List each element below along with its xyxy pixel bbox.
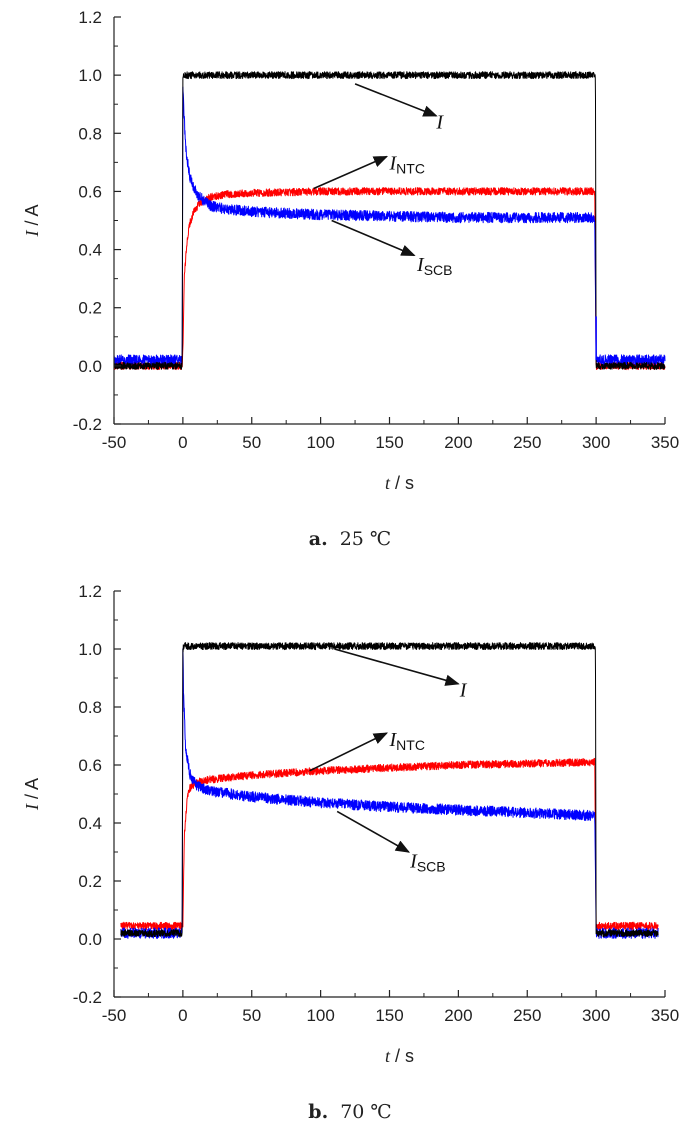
x-tick-label: 300 — [582, 433, 610, 452]
series-line-i-scb — [120, 648, 659, 939]
annotation-arrow — [331, 219, 416, 257]
annotation-label-i: I — [459, 680, 468, 702]
x-tick-label: 100 — [306, 433, 334, 452]
y-axis-title: I / A — [22, 778, 42, 811]
y-tick-label: -0.2 — [73, 988, 102, 1007]
x-tick-label: 0 — [178, 433, 187, 452]
x-tick-label: 150 — [375, 433, 403, 452]
x-tick-label: 250 — [513, 1006, 541, 1025]
y-tick-label: 0.0 — [78, 357, 102, 376]
y-tick-label: 0.2 — [78, 872, 102, 891]
x-axis-title: t / s — [385, 473, 414, 493]
y-tick-label: 1.2 — [78, 8, 102, 27]
y-tick-label: 0.6 — [78, 182, 102, 201]
x-tick-label: 0 — [178, 1006, 187, 1025]
x-tick-label: 200 — [444, 433, 472, 452]
y-axis-title: I / A — [22, 204, 42, 237]
annotation-label-i: I — [435, 112, 444, 134]
series-line-i-scb — [113, 86, 666, 366]
y-tick-label: 0.0 — [78, 930, 102, 949]
y-tick-label: 0.2 — [78, 299, 102, 318]
annotation-arrow — [313, 155, 389, 190]
x-tick-label: 300 — [582, 1006, 610, 1025]
y-tick-label: 0.8 — [78, 698, 102, 717]
annotation-label-scb: ISCB — [416, 254, 452, 278]
x-tick-label: 350 — [651, 1006, 679, 1025]
y-tick-label: 1.0 — [78, 640, 102, 659]
chart-panel-b: -50 0 50 100 150 200 250 300 350 -0.2 0.0 0.2 0.4 0.6… — [22, 582, 679, 1123]
annotation-arrow — [336, 810, 411, 853]
annotation-label-ntc: INTC — [389, 152, 425, 176]
x-tick-label: 350 — [651, 433, 679, 452]
y-tick-label: 1.2 — [78, 582, 102, 601]
x-tick-label: 50 — [242, 433, 261, 452]
x-tick-label: 200 — [444, 1006, 472, 1025]
chart-panel-a: -50 0 50 100 150 200 250 300 350 -0.2 0.0 0.2 0.4 0.6… — [22, 8, 679, 550]
y-tick-label: -0.2 — [73, 415, 102, 434]
x-tick-label: 150 — [375, 1006, 403, 1025]
panel-caption: a. 25 ℃ — [309, 528, 391, 550]
x-tick-label: -50 — [102, 1006, 127, 1025]
y-tick-label: 1.0 — [78, 66, 102, 85]
y-tick-label: 0.6 — [78, 756, 102, 775]
annotation-label-scb: ISCB — [409, 851, 445, 875]
x-tick-label: -50 — [102, 433, 127, 452]
series-line-i-ntc — [120, 757, 659, 931]
y-tick-label: 0.8 — [78, 124, 102, 143]
panel-caption: b. 70 ℃ — [308, 1101, 391, 1123]
y-tick-label: 0.4 — [78, 814, 102, 833]
x-tick-label: 250 — [513, 433, 541, 452]
x-tick-label: 100 — [306, 1006, 334, 1025]
y-tick-label: 0.4 — [78, 241, 102, 260]
series-line-i — [120, 642, 659, 938]
annotation-arrow — [354, 83, 438, 117]
annotation-arrow — [334, 648, 460, 686]
annotation-label-ntc: INTC — [389, 729, 425, 753]
series-line-i — [113, 71, 666, 370]
annotation-arrow — [309, 732, 389, 772]
x-tick-label: 50 — [242, 1006, 261, 1025]
x-axis-title: t / s — [385, 1046, 414, 1066]
